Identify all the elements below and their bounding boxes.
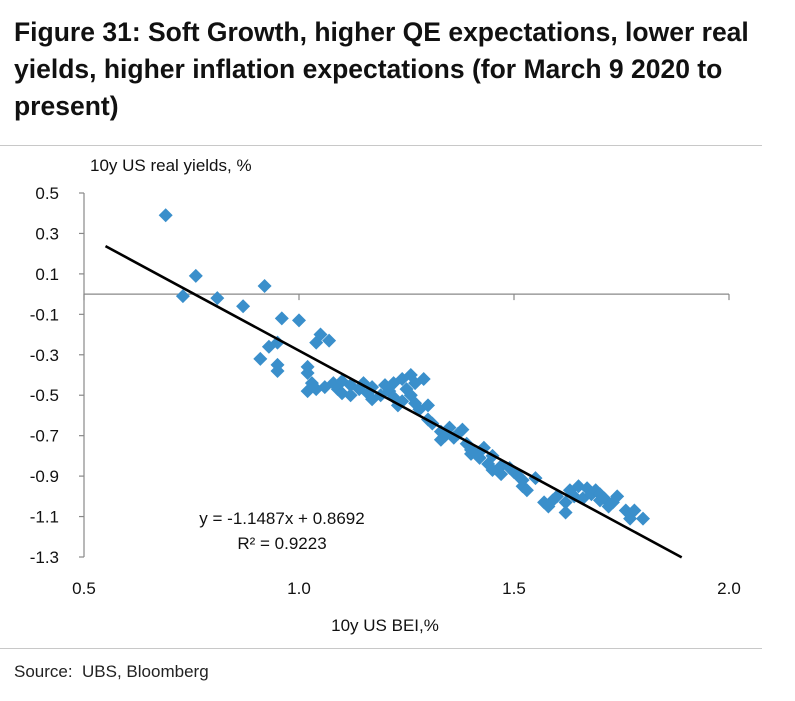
trendline <box>104 244 683 559</box>
x-tick-label: 1.0 <box>287 579 311 598</box>
x-tick-label: 1.5 <box>502 579 526 598</box>
y-tick-label: -0.1 <box>30 305 59 324</box>
data-point <box>253 351 268 366</box>
x-tick-label: 0.5 <box>72 579 96 598</box>
data-point <box>519 483 534 498</box>
y-axis-label: 10y US real yields, % <box>90 156 252 175</box>
data-point <box>300 365 315 380</box>
data-point <box>270 363 285 378</box>
data-point <box>558 505 573 520</box>
y-tick-label: -1.3 <box>30 548 59 567</box>
regression-equation: y = -1.1487x + 0.8692 <box>199 509 364 528</box>
data-point <box>236 299 251 314</box>
data-point <box>270 335 285 350</box>
bottom-divider <box>0 648 762 649</box>
data-point <box>257 279 272 294</box>
data-point <box>343 388 358 403</box>
data-point <box>416 372 431 387</box>
data-point <box>158 208 173 223</box>
data-point <box>636 511 650 526</box>
data-point <box>610 489 625 504</box>
y-tick-label: 0.3 <box>35 224 59 243</box>
data-point <box>421 398 435 413</box>
data-point <box>292 313 306 328</box>
data-point <box>472 450 487 465</box>
data-point <box>322 333 337 348</box>
y-tick-label: 0.1 <box>35 265 59 284</box>
data-points <box>158 208 650 526</box>
y-tick-label: -0.3 <box>30 346 59 365</box>
data-point <box>558 495 573 510</box>
axes <box>79 192 730 558</box>
data-point <box>175 289 190 304</box>
data-point <box>623 511 638 526</box>
y-tick-label: 0.5 <box>35 184 59 203</box>
figure-title: Figure 31: Soft Growth, higher QE expect… <box>14 17 749 121</box>
data-point <box>210 291 225 306</box>
y-tick-label: -1.1 <box>30 508 59 527</box>
x-tick-labels: 0.5 1.0 1.5 2.0 <box>72 579 741 598</box>
x-tick-label: 2.0 <box>717 579 741 598</box>
data-point <box>494 467 509 482</box>
source-note: Source: UBS, Bloomberg <box>14 662 209 681</box>
data-point <box>274 311 289 326</box>
top-divider <box>0 145 762 146</box>
data-point <box>455 422 470 437</box>
r-squared-label: R² = 0.9223 <box>237 534 326 553</box>
x-axis-label: 10y US BEI,% <box>331 616 439 635</box>
data-point <box>627 503 642 518</box>
y-tick-label: -0.9 <box>30 467 59 486</box>
trendline-group <box>104 244 683 559</box>
data-point <box>313 327 328 342</box>
y-tick-label: -0.7 <box>30 427 59 446</box>
data-point <box>188 268 203 283</box>
data-point <box>300 384 315 399</box>
y-tick-labels: 0.5 0.3 0.1 -0.1 -0.3 -0.5 -0.7 -0.9 -1.1 -1.3 <box>30 184 59 567</box>
y-tick-label: -0.5 <box>30 386 59 405</box>
